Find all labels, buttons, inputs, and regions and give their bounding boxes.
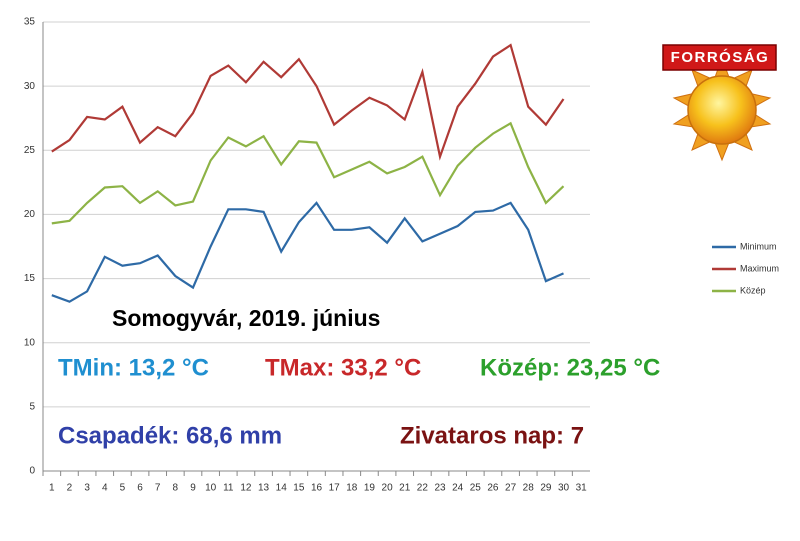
y-tick-label: 0 bbox=[29, 466, 35, 477]
annotation: Zivataros nap: 7 bbox=[400, 422, 584, 449]
y-tick-label: 15 bbox=[24, 273, 36, 284]
annotation: Közép: 23,25 °C bbox=[480, 354, 660, 381]
x-tick-label: 12 bbox=[240, 483, 252, 494]
x-tick-label: 26 bbox=[487, 483, 499, 494]
x-tick-label: 20 bbox=[382, 483, 394, 494]
x-tick-label: 25 bbox=[470, 483, 482, 494]
legend-label: Maximum bbox=[740, 263, 779, 273]
x-tick-label: 10 bbox=[205, 483, 217, 494]
y-tick-label: 10 bbox=[24, 337, 36, 348]
y-tick-label: 25 bbox=[24, 145, 36, 156]
x-tick-label: 1 bbox=[49, 483, 55, 494]
y-tick-label: 35 bbox=[24, 17, 36, 28]
x-tick-label: 13 bbox=[258, 483, 270, 494]
sun-icon bbox=[672, 56, 772, 162]
badge-text: FORRÓSÁG bbox=[671, 48, 770, 66]
x-tick-label: 7 bbox=[155, 483, 161, 494]
x-tick-label: 15 bbox=[293, 483, 305, 494]
x-tick-label: 14 bbox=[276, 483, 288, 494]
annotation: Somogyvár, 2019. június bbox=[112, 305, 380, 331]
x-tick-label: 5 bbox=[120, 483, 126, 494]
x-tick-label: 17 bbox=[329, 483, 341, 494]
series-line bbox=[51, 121, 565, 225]
annotation: Csapadék: 68,6 mm bbox=[58, 422, 282, 449]
annotation: TMax: 33,2 °C bbox=[265, 354, 421, 381]
x-tick-label: 31 bbox=[576, 483, 588, 494]
legend-label: Közép bbox=[740, 285, 766, 295]
x-tick-label: 4 bbox=[102, 483, 108, 494]
annotation: TMin: 13,2 °C bbox=[58, 354, 209, 381]
x-tick-label: 24 bbox=[452, 483, 464, 494]
x-tick-label: 6 bbox=[137, 483, 143, 494]
y-tick-label: 30 bbox=[24, 81, 36, 92]
x-tick-label: 29 bbox=[540, 483, 552, 494]
x-tick-label: 23 bbox=[434, 483, 446, 494]
x-tick-label: 8 bbox=[173, 483, 179, 494]
x-tick-label: 19 bbox=[364, 483, 376, 494]
x-tick-label: 2 bbox=[67, 483, 73, 494]
y-tick-label: 20 bbox=[24, 209, 36, 220]
legend-label: Minimum bbox=[740, 241, 777, 251]
x-tick-label: 16 bbox=[311, 483, 323, 494]
series-line bbox=[51, 201, 564, 303]
x-tick-label: 28 bbox=[523, 483, 535, 494]
x-tick-label: 18 bbox=[346, 483, 358, 494]
x-tick-label: 3 bbox=[84, 483, 90, 494]
badge-box bbox=[662, 44, 777, 71]
x-tick-label: 22 bbox=[417, 483, 429, 494]
y-tick-label: 5 bbox=[29, 401, 35, 412]
x-tick-label: 27 bbox=[505, 483, 517, 494]
x-tick-label: 21 bbox=[399, 483, 411, 494]
x-tick-label: 11 bbox=[223, 483, 234, 494]
series-line bbox=[51, 43, 565, 161]
x-tick-label: 30 bbox=[558, 483, 570, 494]
x-tick-label: 9 bbox=[190, 483, 196, 494]
